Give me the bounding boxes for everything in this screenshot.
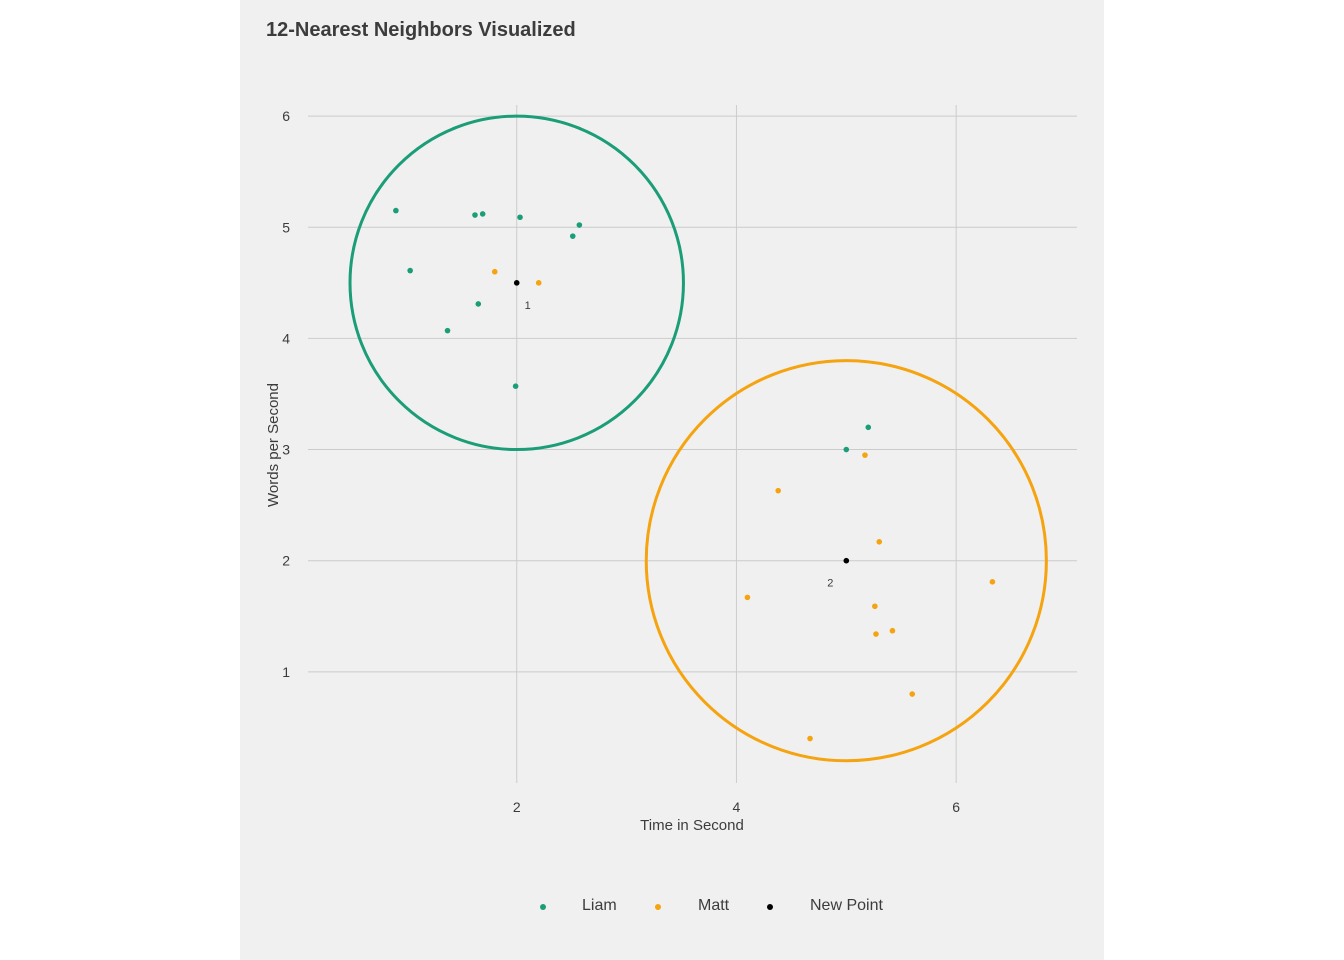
legend-key-new-point [767,904,773,910]
data-points: 12 [393,207,996,742]
data-point [472,212,478,218]
y-tick-label: 2 [282,553,290,569]
data-point [989,579,996,585]
data-point [865,424,872,431]
legend-key-liam [540,904,546,910]
data-point [513,280,520,286]
y-tick-label: 1 [282,664,290,680]
data-point [807,735,813,742]
chart-title: 12-Nearest Neighbors Visualized [266,19,576,41]
y-tick-label: 5 [282,219,290,235]
legend: Liam Matt New Point [240,894,1104,920]
data-point [491,268,498,275]
y-tick-label: 4 [282,330,290,346]
data-point [889,627,896,634]
data-point [862,452,868,458]
x-tick-label: 2 [513,799,521,815]
data-point [479,211,486,217]
data-point [872,603,878,610]
tick-labels: 1 2 3 4 5 6 2 4 6 [282,108,960,815]
data-point [909,691,916,697]
neighborhood-circle [348,114,685,452]
data-point [535,280,542,286]
neighborhood-circle [644,359,1048,763]
data-point [512,383,519,390]
x-tick-label: 4 [733,799,741,815]
y-tick-label: 6 [282,108,290,124]
data-point [407,267,413,274]
neighborhood-circles [348,114,1048,763]
point-label: 1 [525,300,531,312]
data-point [744,594,751,601]
data-point [843,557,850,564]
grid-lines [308,105,1077,783]
data-point [517,214,523,221]
y-axis-label: Words per Second [265,383,282,507]
legend-key-matt [655,904,661,910]
data-point [576,222,583,228]
x-tick-label: 6 [952,799,960,815]
point-label: 2 [827,578,833,590]
x-axis-label: Time in Second [640,817,744,834]
legend-label: New Point [810,897,883,914]
legend-label: Liam [582,897,617,914]
data-point [775,487,781,494]
data-point [475,301,482,307]
y-tick-label: 3 [282,442,290,458]
data-point [569,233,576,239]
legend-label: Matt [698,897,730,914]
data-point [444,327,451,334]
data-point [876,539,883,545]
data-point [393,207,399,214]
data-point [843,446,850,453]
data-point [873,631,879,637]
